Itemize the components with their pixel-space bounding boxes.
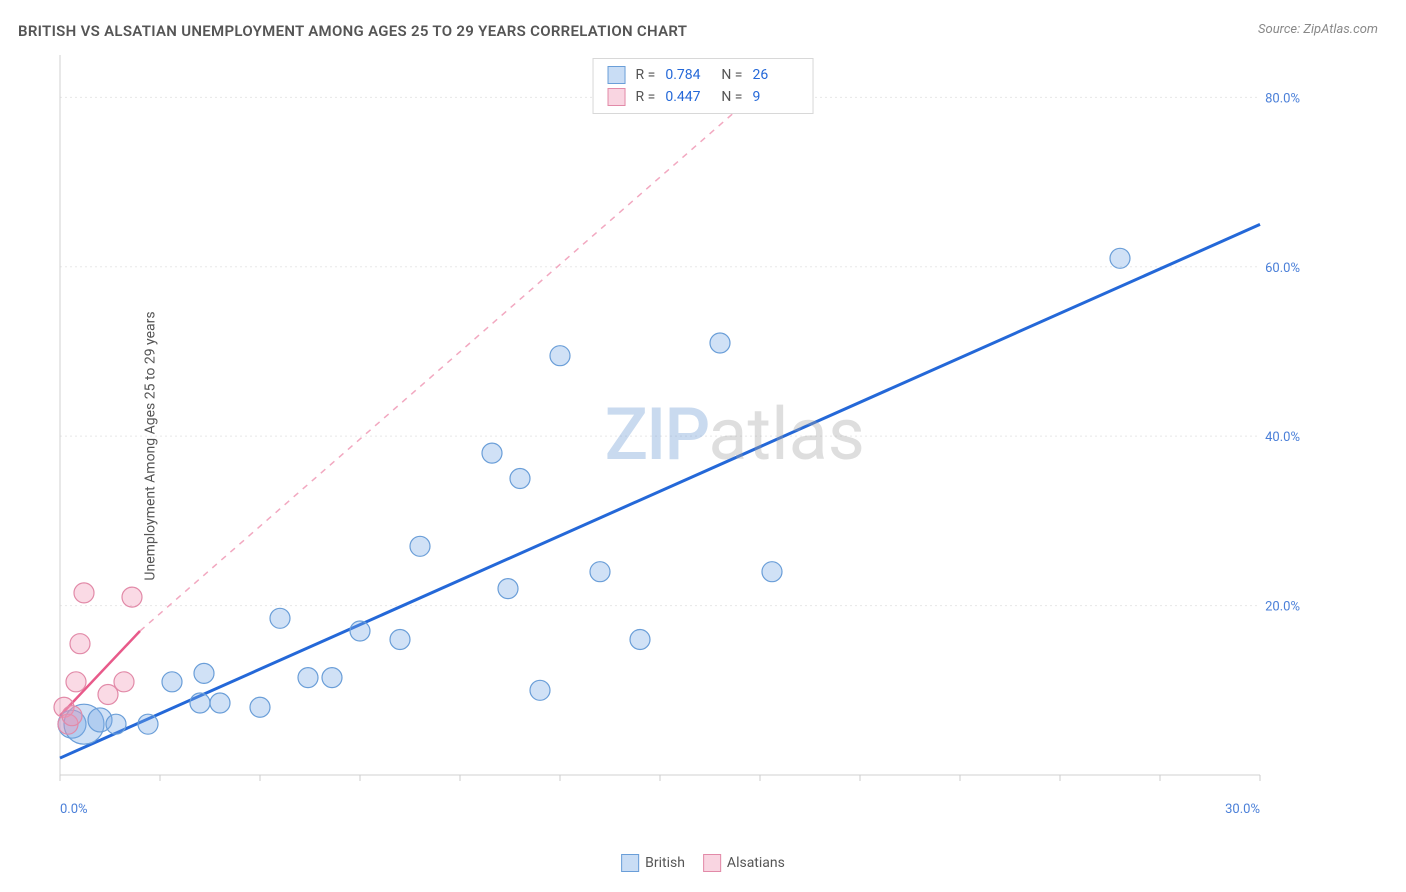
data-point (390, 629, 410, 649)
r-value-british: 0.784 (665, 64, 711, 86)
data-point (482, 443, 502, 463)
data-point (98, 685, 118, 705)
svg-text:30.0%: 30.0% (1225, 802, 1260, 817)
data-point (322, 668, 342, 688)
data-point (630, 629, 650, 649)
data-point (498, 579, 518, 599)
data-point (122, 587, 142, 607)
svg-text:60.0%: 60.0% (1265, 261, 1300, 276)
n-label: N = (721, 86, 742, 108)
series-legend: British Alsatians (621, 854, 785, 872)
legend-chip-pink (608, 88, 626, 106)
data-point (250, 697, 270, 717)
svg-text:80.0%: 80.0% (1265, 91, 1300, 106)
legend-item-british: British (621, 854, 685, 872)
legend-chip-blue (608, 66, 626, 84)
chart-container: BRITISH VS ALSATIAN UNEMPLOYMENT AMONG A… (0, 0, 1406, 892)
data-point (194, 663, 214, 683)
data-point (1110, 248, 1130, 268)
plot-area: 20.0% 40.0% 60.0% 80.0% 0.0% 30.0% (60, 55, 1320, 825)
scatter-plot-svg: 20.0% 40.0% 60.0% 80.0% 0.0% 30.0% (60, 55, 1320, 825)
legend-row-british: R = 0.784 N = 26 (608, 64, 799, 86)
data-point (410, 536, 430, 556)
data-point (510, 469, 530, 489)
n-value-british: 26 (752, 64, 798, 86)
data-point (298, 668, 318, 688)
chart-title: BRITISH VS ALSATIAN UNEMPLOYMENT AMONG A… (18, 22, 687, 40)
data-point (590, 562, 610, 582)
data-point (106, 714, 126, 734)
data-point (74, 583, 94, 603)
data-point (210, 693, 230, 713)
r-label: R = (636, 86, 656, 108)
data-point (138, 714, 158, 734)
data-point (710, 333, 730, 353)
legend-item-alsatians: Alsatians (703, 854, 785, 872)
data-point (114, 672, 134, 692)
data-point (270, 608, 290, 628)
legend-chip-blue (621, 854, 639, 872)
n-label: N = (721, 64, 742, 86)
data-point (762, 562, 782, 582)
data-point (350, 621, 370, 641)
n-value-alsatians: 9 (752, 86, 798, 108)
data-point (62, 706, 82, 726)
data-point (66, 672, 86, 692)
correlation-legend: R = 0.784 N = 26 R = 0.447 N = 9 (593, 58, 814, 114)
data-point (70, 634, 90, 654)
svg-text:0.0%: 0.0% (60, 802, 88, 817)
legend-row-alsatians: R = 0.447 N = 9 (608, 86, 799, 108)
svg-text:40.0%: 40.0% (1265, 430, 1300, 445)
legend-chip-pink (703, 854, 721, 872)
legend-label-british: British (645, 855, 685, 871)
data-point (190, 693, 210, 713)
r-value-alsatians: 0.447 (665, 86, 711, 108)
r-label: R = (636, 64, 656, 86)
data-point (530, 680, 550, 700)
svg-text:20.0%: 20.0% (1265, 600, 1300, 615)
data-point (162, 672, 182, 692)
legend-label-alsatians: Alsatians (727, 855, 785, 871)
source-attribution: Source: ZipAtlas.com (1258, 22, 1378, 37)
data-point (550, 346, 570, 366)
